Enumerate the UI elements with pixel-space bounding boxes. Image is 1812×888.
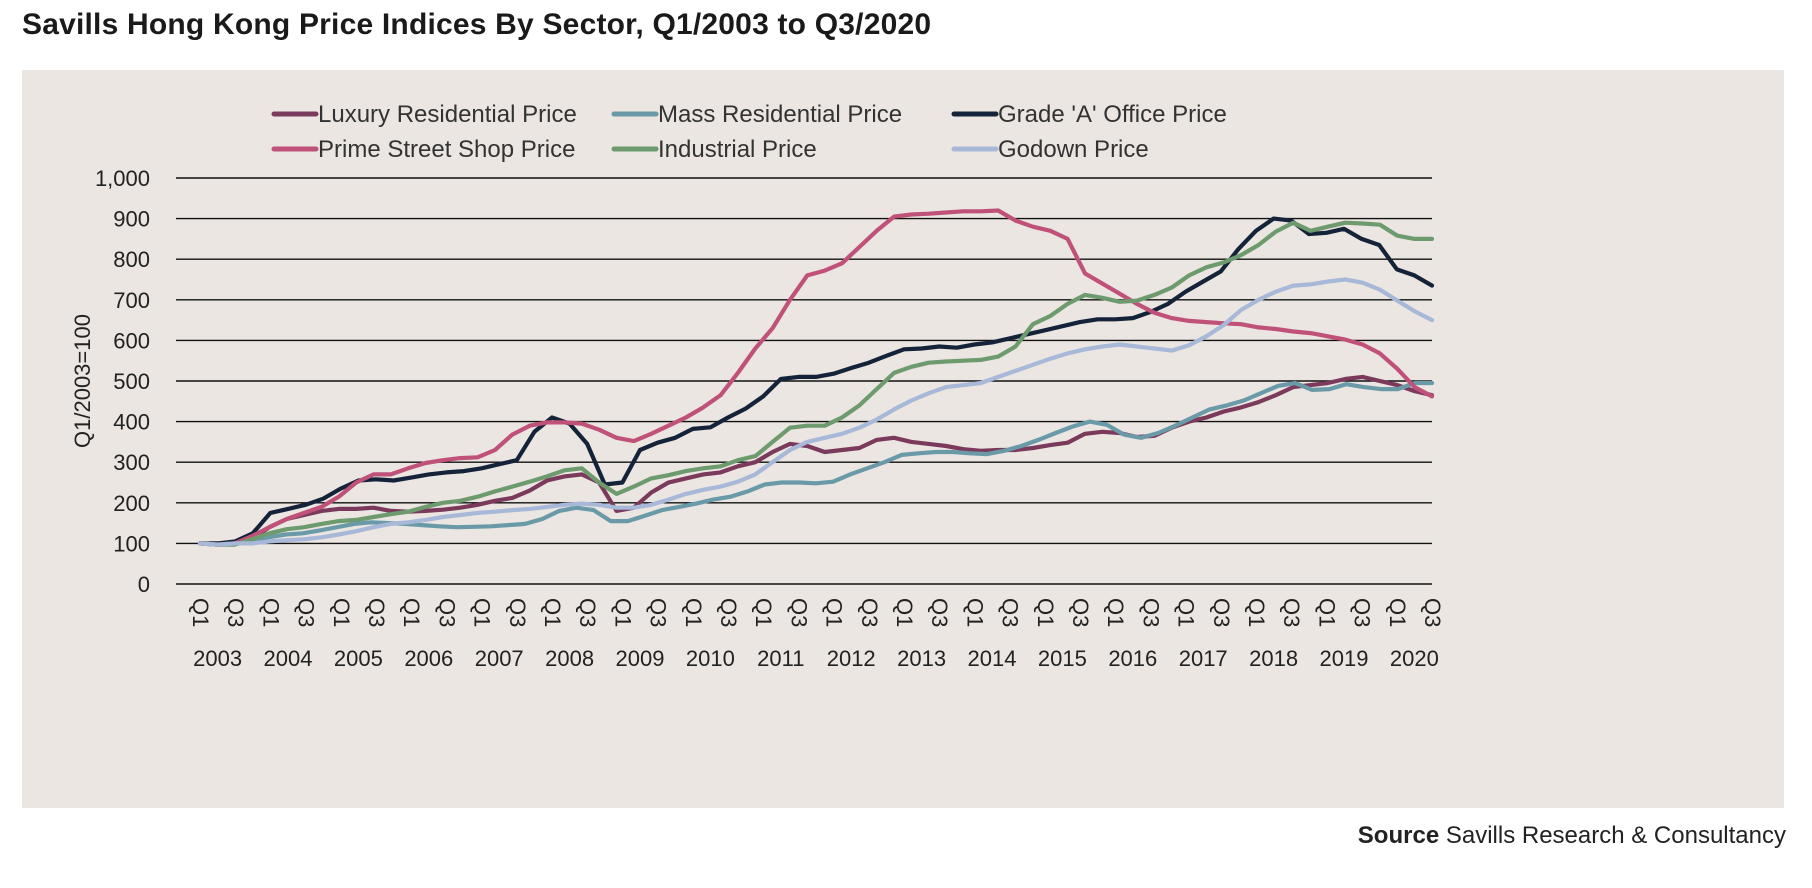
x-tick-label: Q3 [434,598,459,627]
year-label: 2019 [1320,646,1369,671]
year-label: 2017 [1179,646,1228,671]
y-tick-label: 1,000 [95,166,150,191]
y-tick-label: 0 [138,572,150,597]
x-tick-label: Q3 [575,598,600,627]
x-tick-label: Q1 [1174,598,1199,627]
x-tick-label: Q1 [892,598,917,627]
y-tick-label: 400 [113,410,150,435]
chart-title: Savills Hong Kong Price Indices By Secto… [22,8,932,41]
series-line [197,374,1435,547]
x-tick-label: Q3 [294,598,319,627]
legend-label: Industrial Price [658,136,817,163]
x-tick-label: Q1 [258,598,283,627]
x-tick-label: Q1 [681,598,706,627]
x-tick-label: Q1 [470,598,495,627]
x-tick-label: Q1 [1385,598,1410,627]
year-label: 2011 [757,646,804,671]
x-tick-label: Q3 [1068,598,1093,627]
series-line [197,220,1435,547]
year-label: 2003 [193,646,242,671]
legend-label: Mass Residential Price [658,101,902,128]
y-tick-label: 900 [113,207,150,232]
x-tick-label: Q1 [399,598,424,627]
legend-label: Godown Price [998,136,1149,163]
year-label: 2018 [1249,646,1298,671]
x-tick-label: Q3 [223,598,248,627]
x-tick-label: Q3 [505,598,530,627]
x-tick-label: Q1 [610,598,635,627]
x-tick-label: Q3 [364,598,389,627]
year-label: 2012 [827,646,876,671]
x-tick-label: Q3 [716,598,741,627]
year-label: 2014 [968,646,1017,671]
x-tick-label: Q1 [962,598,987,627]
source-label: Source [1357,822,1440,849]
y-tick-label: 100 [113,531,150,556]
y-tick-label: 700 [113,288,150,313]
year-label: 2016 [1108,646,1157,671]
chart-panel: 0 100 200 300 400 500 600 700 800 900 1,000 Q1/2003… [22,70,1784,808]
x-tick-label: Q3 [998,598,1023,627]
line-chart: 0 100 200 300 400 500 600 700 800 900 1,000 Q1/2003… [70,101,1445,671]
x-tick-label: Q1 [540,598,565,627]
x-tick-label: Q1 [751,598,776,627]
x-tick-label: Q3 [786,598,811,627]
x-tick-label: Q1 [329,598,354,627]
series-line [197,216,1435,546]
x-tick-label: Q3 [857,598,882,627]
year-label: 2007 [475,646,524,671]
year-label: 2004 [264,646,313,671]
year-label: 2010 [686,646,735,671]
y-axis-label: Q1/2003=100 [70,314,95,448]
x-tick-label: Q3 [1279,598,1304,627]
y-tick-label: 200 [113,491,150,516]
year-label: 2006 [404,646,453,671]
x-tick-label: Q1 [1103,598,1128,627]
source-note: Source Savills Research & Consultancy [1358,822,1786,850]
x-tick-label: Q3 [1420,598,1445,627]
legend-label: Luxury Residential Price [318,101,577,128]
series-line [197,277,1435,547]
x-tick-label: Q3 [1209,598,1234,627]
x-tick-label: Q3 [646,598,671,627]
x-tick-label: Q1 [822,598,847,627]
year-label: 2020 [1390,646,1439,671]
y-tick-label: 500 [113,369,150,394]
year-label: 2008 [545,646,594,671]
x-tick-label: Q3 [1138,598,1163,627]
x-tick-label: Q1 [1314,598,1339,627]
legend-label: Grade 'A' Office Price [998,101,1227,128]
year-label: 2015 [1038,646,1087,671]
x-tick-label: Q3 [927,598,952,627]
x-tick-label: Q3 [1350,598,1375,627]
year-label: 2009 [616,646,665,671]
y-tick-label: 300 [113,450,150,475]
y-tick-label: 800 [113,247,150,272]
year-label: 2013 [897,646,946,671]
x-tick-label: Q1 [188,598,213,627]
x-tick-label: Q1 [1033,598,1058,627]
legend-label: Prime Street Shop Price [318,136,575,163]
y-tick-label: 600 [113,328,150,353]
x-tick-label: Q1 [1244,598,1269,627]
source-text: Savills Research & Consultancy [1439,822,1786,849]
year-label: 2005 [334,646,383,671]
